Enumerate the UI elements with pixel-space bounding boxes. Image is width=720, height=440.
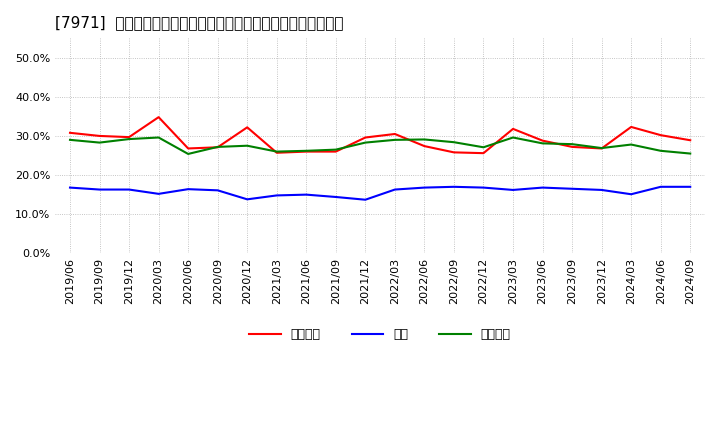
- 在庫: [184, 187, 192, 192]
- 在庫: [213, 188, 222, 193]
- 在庫: [390, 187, 399, 192]
- 買入債務: [95, 140, 104, 145]
- 買入債務: [272, 149, 281, 154]
- 在庫: [449, 184, 458, 190]
- 買入債務: [509, 135, 518, 140]
- 買入債務: [449, 139, 458, 145]
- 売上債権: [390, 132, 399, 137]
- 売上債権: [213, 145, 222, 150]
- 買入債務: [539, 141, 547, 146]
- 買入債務: [480, 145, 488, 150]
- 在庫: [686, 184, 695, 190]
- 在庫: [657, 184, 665, 190]
- 売上債権: [480, 150, 488, 156]
- 売上債権: [243, 125, 251, 130]
- 在庫: [361, 197, 369, 202]
- 在庫: [420, 185, 428, 190]
- 売上債権: [686, 138, 695, 143]
- 売上債権: [627, 124, 636, 129]
- 売上債権: [66, 130, 74, 136]
- 買入債務: [686, 151, 695, 156]
- 売上債権: [361, 135, 369, 140]
- 在庫: [154, 191, 163, 197]
- 在庫: [509, 187, 518, 193]
- 買入債務: [331, 147, 340, 152]
- 売上債権: [272, 150, 281, 155]
- 在庫: [627, 191, 636, 197]
- 売上債権: [154, 114, 163, 120]
- 売上債権: [449, 150, 458, 155]
- 売上債権: [420, 143, 428, 149]
- Line: 買入債務: 買入債務: [70, 138, 690, 154]
- 売上債権: [568, 144, 577, 150]
- 買入債務: [66, 137, 74, 143]
- 買入債務: [361, 140, 369, 145]
- 在庫: [539, 185, 547, 190]
- 売上債権: [539, 138, 547, 143]
- 在庫: [95, 187, 104, 192]
- 売上債権: [95, 133, 104, 139]
- 買入債務: [213, 144, 222, 150]
- 売上債権: [509, 126, 518, 132]
- 在庫: [480, 185, 488, 190]
- 在庫: [272, 193, 281, 198]
- Line: 売上債権: 売上債権: [70, 117, 690, 153]
- Legend: 売上債権, 在庫, 買入債務: 売上債権, 在庫, 買入債務: [250, 328, 510, 341]
- 買入債務: [598, 146, 606, 151]
- 売上債権: [302, 149, 310, 154]
- 買入債務: [390, 137, 399, 143]
- 在庫: [66, 185, 74, 190]
- 買入債務: [302, 148, 310, 154]
- 売上債権: [657, 132, 665, 138]
- 在庫: [243, 197, 251, 202]
- 買入債務: [154, 135, 163, 140]
- 買入債務: [420, 137, 428, 142]
- 在庫: [302, 192, 310, 197]
- 買入債務: [627, 142, 636, 147]
- 買入債務: [568, 142, 577, 147]
- 在庫: [331, 194, 340, 200]
- 買入債務: [657, 148, 665, 154]
- 売上債権: [598, 146, 606, 151]
- 売上債権: [184, 146, 192, 151]
- 買入債務: [125, 136, 133, 142]
- 買入債務: [184, 151, 192, 157]
- 在庫: [125, 187, 133, 192]
- 売上債権: [125, 135, 133, 140]
- 在庫: [568, 186, 577, 191]
- Text: [7971]  売上債権、在庫、買入債務の総資産に対する比率の推移: [7971] 売上債権、在庫、買入債務の総資産に対する比率の推移: [55, 15, 343, 30]
- Line: 在庫: 在庫: [70, 187, 690, 200]
- 売上債権: [331, 149, 340, 154]
- 買入債務: [243, 143, 251, 148]
- 在庫: [598, 187, 606, 193]
